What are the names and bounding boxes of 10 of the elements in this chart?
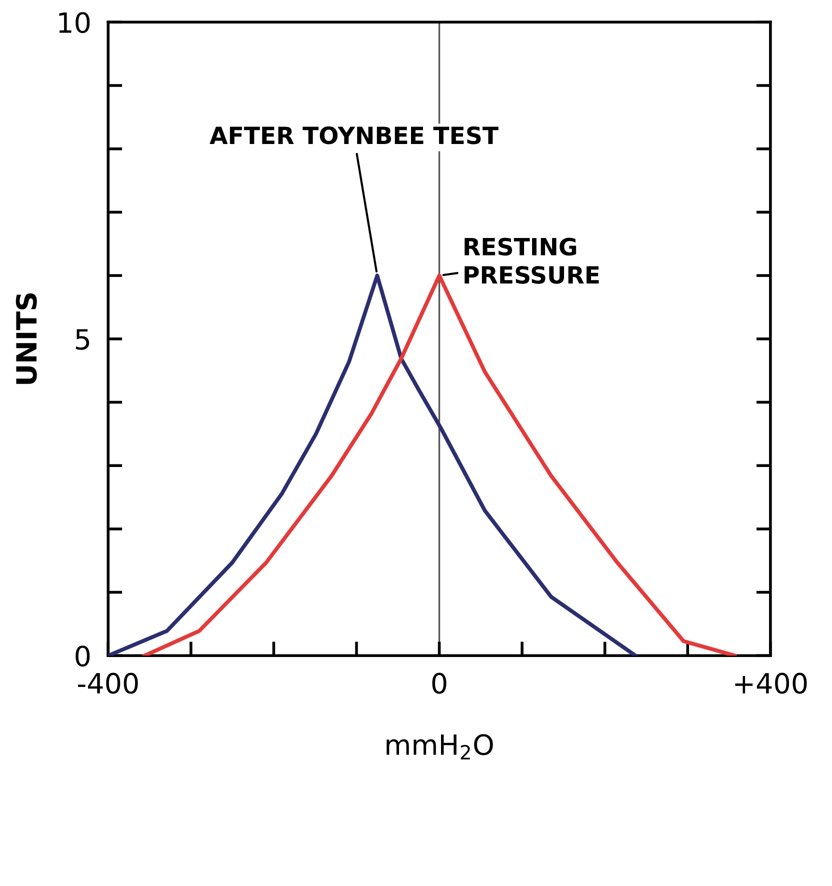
x-axis-title: mmH$_{2}$O (386, 734, 493, 760)
x-tick-label: +400 (735, 672, 807, 694)
y-tick-label: 0 (76, 646, 90, 667)
annotation: AFTER TOYNBEE TEST (210, 126, 498, 144)
y-tick-label: 5 (76, 329, 90, 350)
y-tick-label: 10 (59, 12, 90, 34)
x-tick-label: -400 (78, 672, 138, 694)
annotation: RESTING PRESSURE (464, 238, 599, 284)
y-axis-title: UNITS (16, 293, 37, 384)
x-tick-label: 0 (432, 672, 446, 694)
